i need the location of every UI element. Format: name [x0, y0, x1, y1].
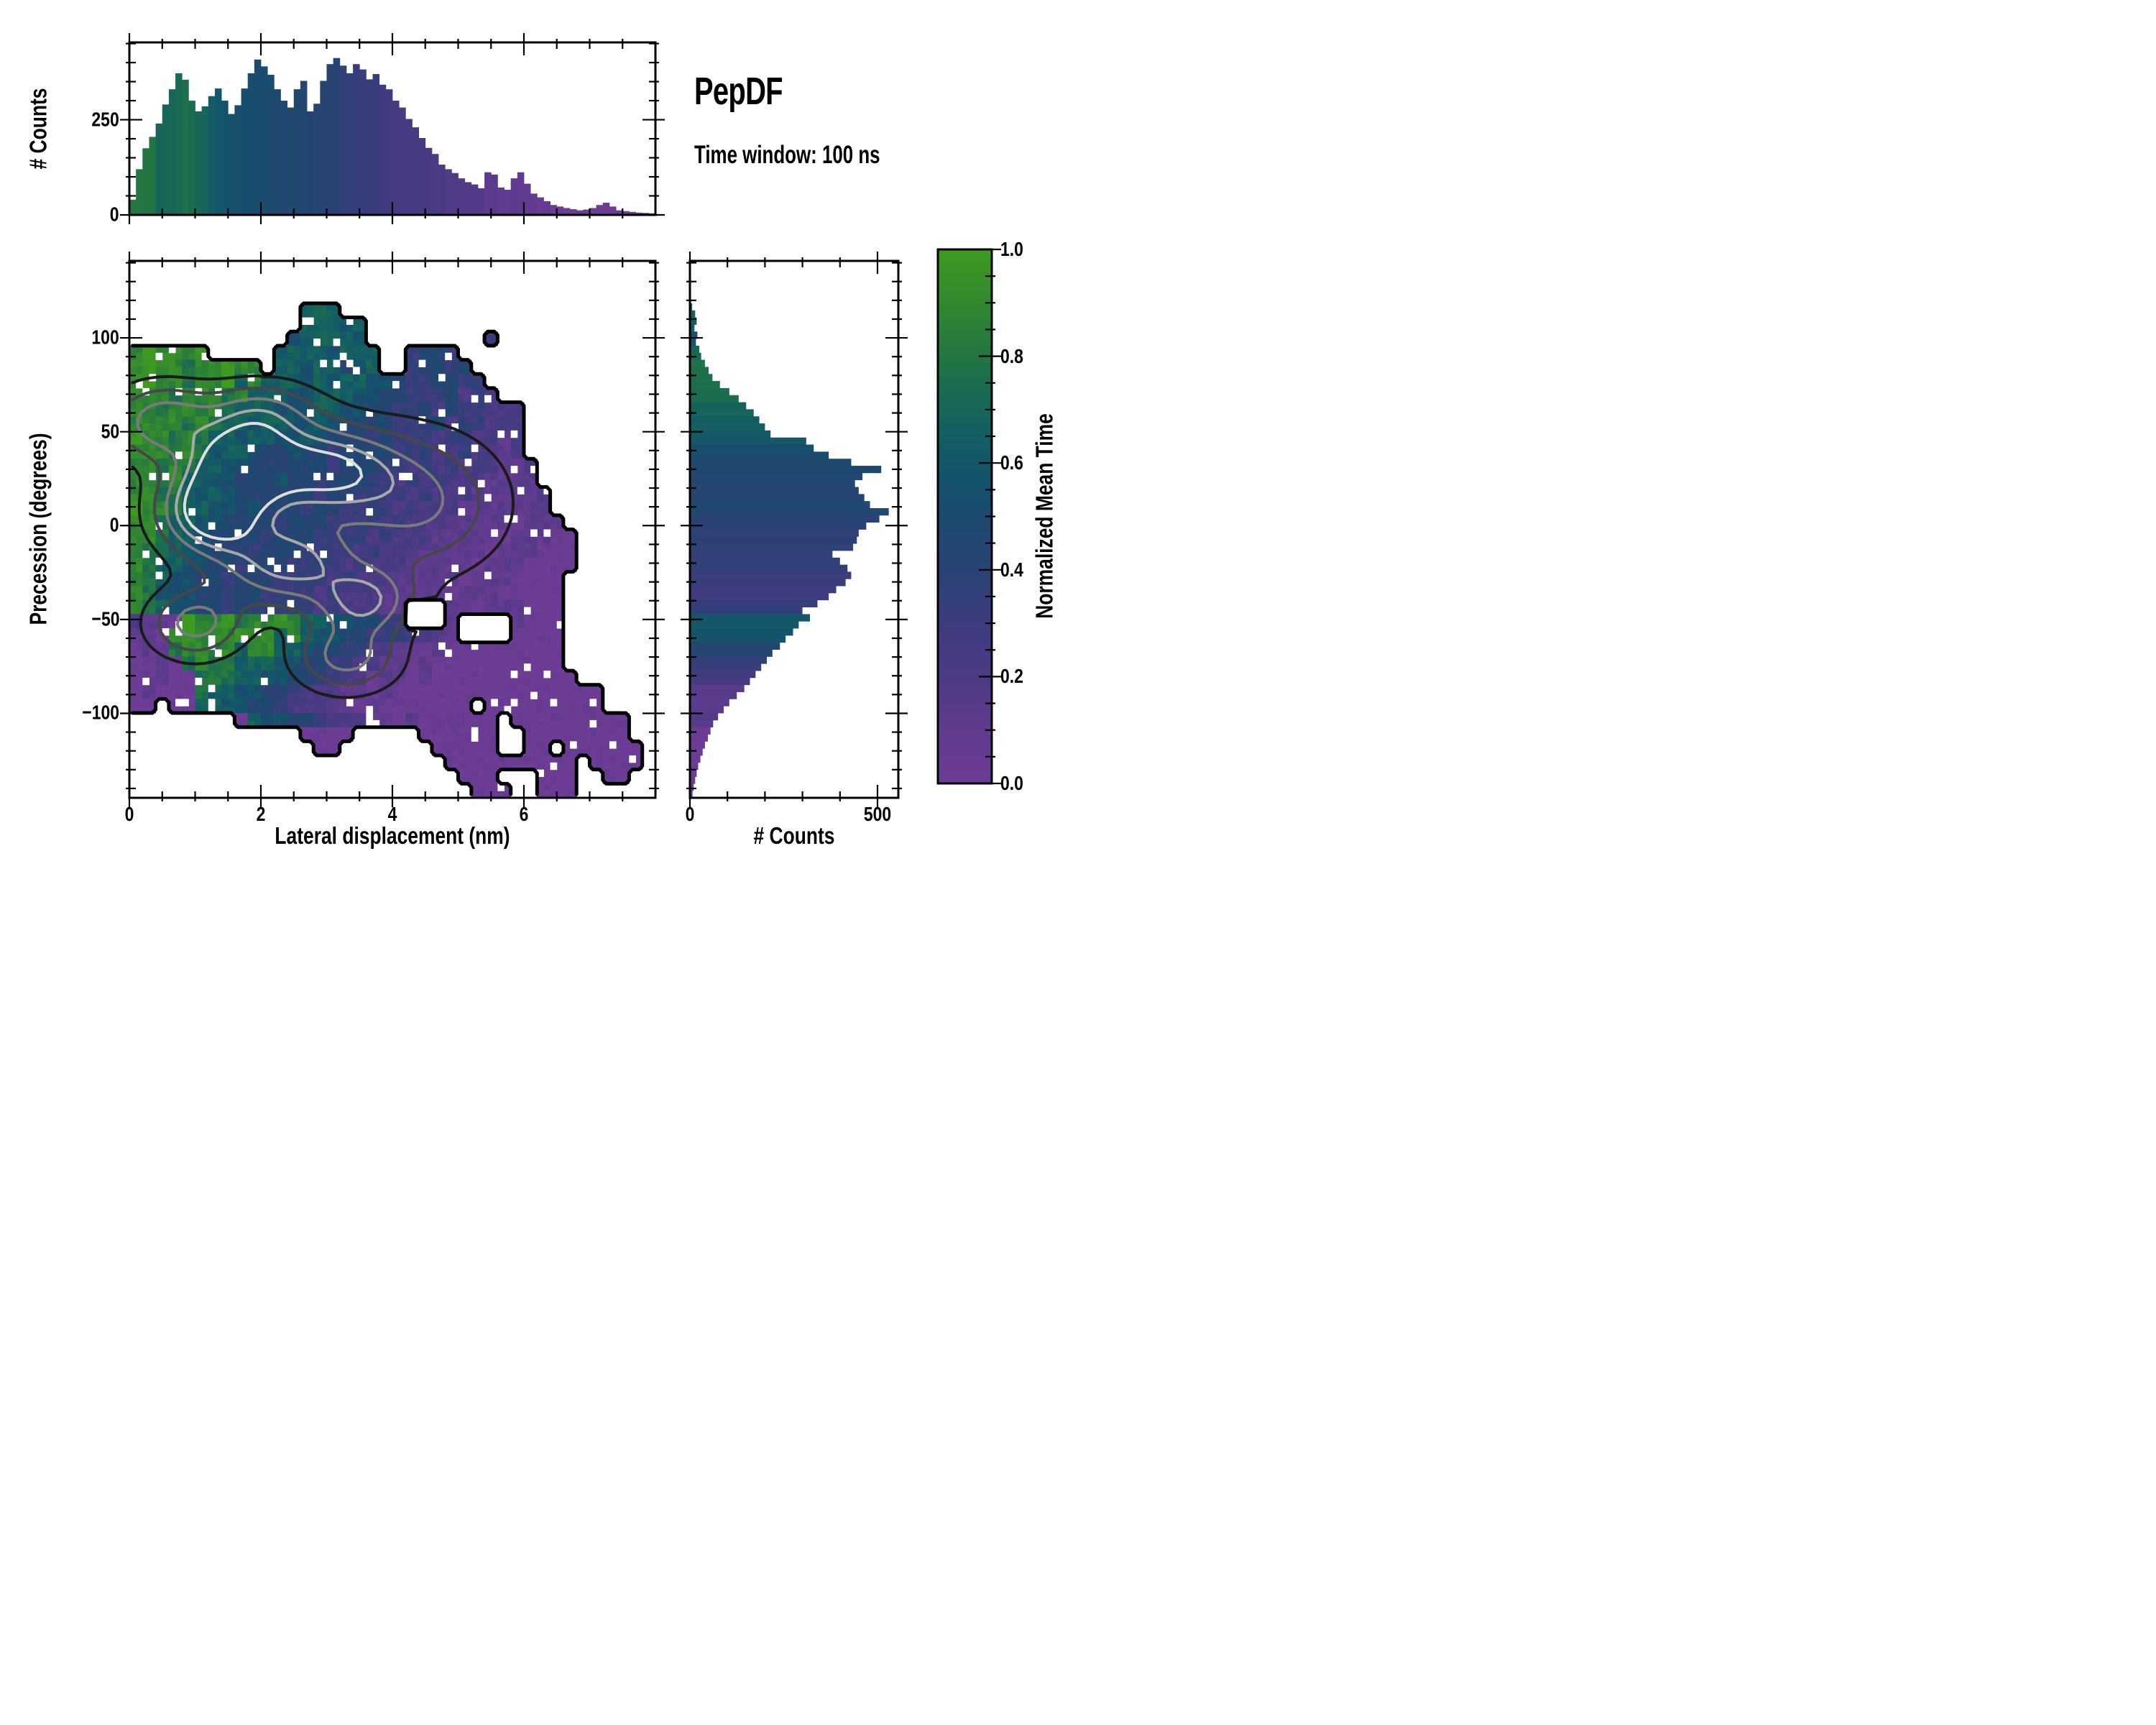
- main-x-tick-label: 2: [256, 803, 266, 825]
- main-y-tick-label: −50: [91, 607, 119, 630]
- plot-title: PepDF: [694, 70, 783, 113]
- figure: PepDF Time window: 100 ns # Counts Prece…: [0, 0, 1078, 862]
- main-y-tick-label: 0: [110, 513, 119, 536]
- main-x-tick-label: 0: [124, 803, 134, 825]
- colorbar-tick-label: 0.4: [1000, 558, 1023, 581]
- righthist-x-axis-label: # Counts: [753, 822, 835, 849]
- righthist-x-tick-label: 500: [863, 803, 892, 825]
- tophist-y-tick-label: 250: [91, 107, 119, 130]
- main-x-axis-label: Lateral displacement (nm): [275, 822, 510, 849]
- main-y-tick-label: 50: [101, 420, 119, 443]
- colorbar-label: Normalized Mean Time: [1031, 413, 1058, 619]
- plot-subtitle: Time window: 100 ns: [694, 141, 880, 169]
- righthist-x-tick-label: 0: [685, 803, 695, 825]
- main-y-axis-label: Precession (degrees): [24, 433, 52, 625]
- main-x-tick-label: 4: [387, 803, 397, 825]
- main-x-tick-label: 6: [519, 803, 529, 825]
- colorbar-tick-label: 0.2: [1000, 665, 1023, 688]
- plot-canvas: [0, 0, 1078, 862]
- tophist-y-tick-label: 0: [110, 203, 119, 226]
- colorbar-tick-label: 0.0: [1000, 772, 1023, 794]
- colorbar-tick-label: 0.6: [1000, 451, 1023, 474]
- main-y-tick-label: −100: [82, 701, 119, 724]
- colorbar-tick-label: 1.0: [1000, 238, 1023, 260]
- main-y-tick-label: 100: [91, 326, 119, 349]
- colorbar-tick-label: 0.8: [1000, 344, 1023, 367]
- tophist-y-axis-label: # Counts: [24, 88, 52, 170]
